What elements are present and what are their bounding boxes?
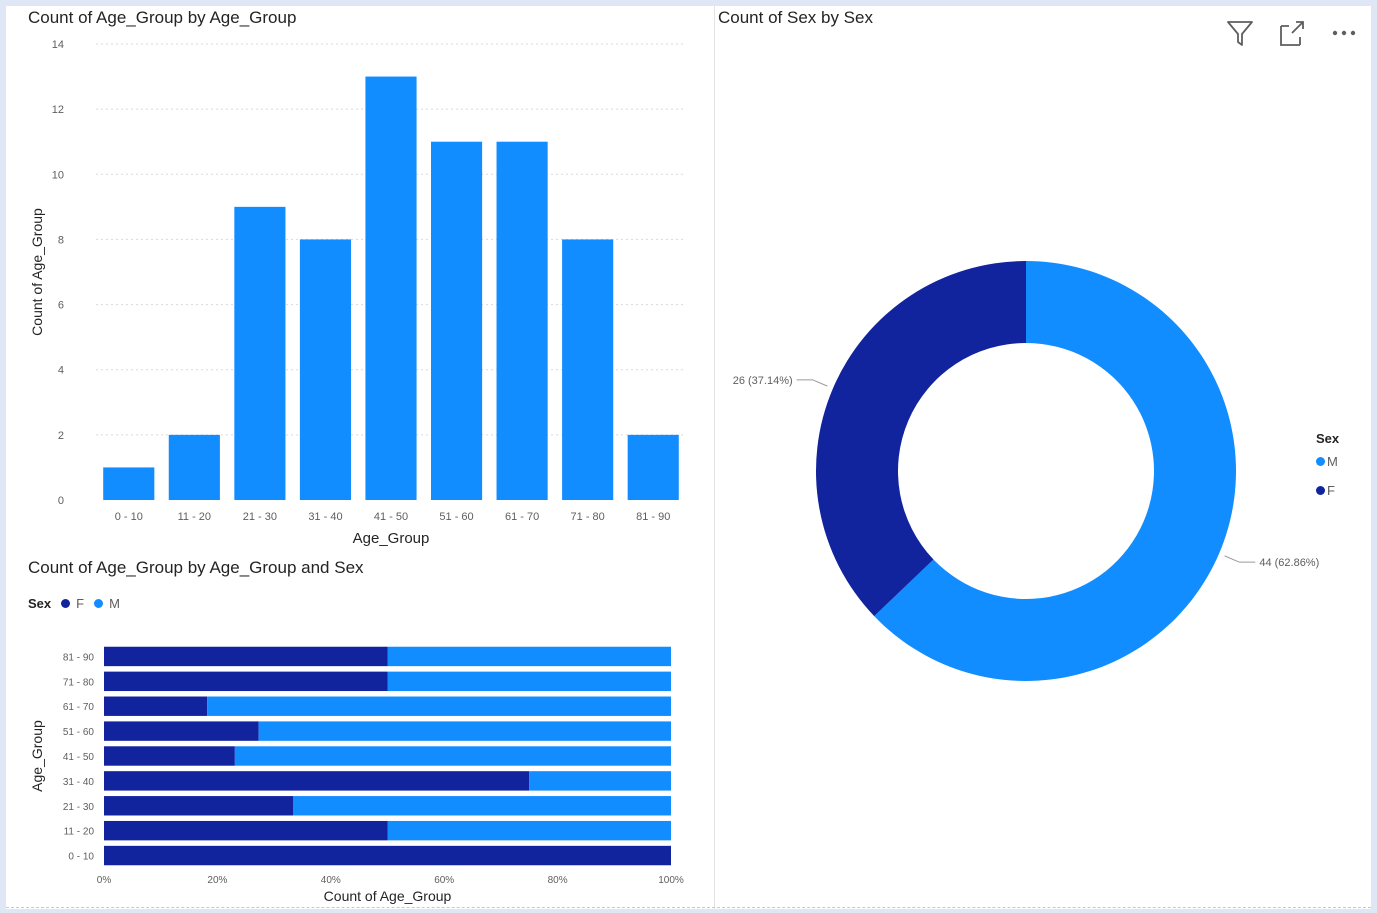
visual-divider [714, 6, 715, 909]
report-canvas: Count of Age_Group by Age_Group 0 2 4 6 8 10 1… [6, 6, 1371, 909]
y-tick-label: 10 [52, 169, 64, 181]
y-tick-label: 4 [58, 365, 64, 377]
data-label: 26 (37.14%) [733, 375, 793, 387]
legend-item-f[interactable]: F [1316, 483, 1339, 498]
legend-item-m[interactable]: M [1316, 454, 1339, 469]
bar-segment-f[interactable] [104, 721, 259, 741]
y-tick-label: 61 - 70 [63, 702, 95, 713]
bar-segment-m[interactable] [258, 721, 671, 741]
bar-segment-m[interactable] [293, 796, 671, 816]
age-group-chart-svg: 0 2 4 6 8 10 12 14 0 - 10 11 - 20 21 - 30 31 - 40 41… [29, 39, 686, 547]
filter-icon[interactable] [1223, 16, 1257, 50]
bar-segment-f[interactable] [104, 796, 293, 816]
x-tick-label: 100% [658, 875, 684, 886]
bar [103, 467, 155, 500]
donut-slice-f[interactable] [816, 261, 1026, 617]
bar-segment-m[interactable] [387, 646, 672, 667]
bar [168, 434, 220, 500]
legend-title: Sex [28, 596, 52, 611]
more-options-icon[interactable] [1327, 16, 1361, 50]
legend-dot-m [94, 599, 104, 608]
sex-donut-chart[interactable]: Count of Sex by Sex [715, 6, 1371, 906]
y-tick-label: 0 - 10 [68, 852, 94, 863]
bar-segment-f[interactable] [104, 771, 530, 791]
bar-segment-m[interactable] [387, 820, 672, 841]
x-tick-label: 31 - 40 [308, 511, 342, 523]
chart-title: Count of Sex by Sex [718, 8, 873, 27]
bar-segment-m[interactable] [529, 771, 671, 791]
y-tick-label: 31 - 40 [63, 777, 95, 788]
data-label: 44 (62.86%) [1259, 557, 1319, 569]
bar-segment-m[interactable] [207, 696, 671, 716]
legend-label-f[interactable]: F [76, 596, 85, 611]
y-tick-label: 21 - 30 [63, 802, 95, 813]
x-tick-label: 41 - 50 [374, 511, 408, 523]
bar [627, 434, 679, 500]
x-tick-label: 11 - 20 [178, 511, 211, 523]
legend-dot-m [1316, 457, 1325, 466]
x-tick-label: 20% [207, 875, 227, 886]
x-tick-label: 81 - 90 [636, 511, 670, 523]
x-tick-label: 0% [97, 875, 112, 886]
x-tick-label: 80% [548, 875, 568, 886]
legend-label: F [1327, 483, 1335, 498]
age-sex-chart-svg: 0% 20% 40% 60% 80% 100% 81 - 90 71 - 80 61 - 70 5… [29, 646, 684, 904]
bar-segment-f[interactable] [104, 671, 388, 692]
x-tick-label: 40% [321, 875, 341, 886]
data-label-leader [796, 379, 828, 387]
bar [496, 141, 548, 500]
y-tick-label: 6 [58, 300, 64, 312]
donut-slice-m[interactable] [874, 261, 1236, 681]
chart-title: Count of Age_Group by Age_Group and Sex [28, 558, 364, 577]
bar-segment-f[interactable] [104, 845, 671, 866]
y-tick-label: 0 [58, 495, 64, 507]
bar [562, 239, 614, 500]
bar-segment-f[interactable] [104, 696, 208, 716]
age-group-column-chart[interactable]: Count of Age_Group by Age_Group 0 2 4 6 8 10 1… [6, 6, 706, 556]
sex-legend-right: Sex M F [1316, 431, 1339, 512]
bar-segment-m[interactable] [234, 746, 671, 766]
y-tick-label: 81 - 90 [63, 652, 95, 663]
y-tick-label: 8 [58, 234, 64, 246]
y-tick-label: 71 - 80 [63, 677, 95, 688]
y-tick-label: 14 [52, 39, 64, 51]
x-axis-title: Age_Group [353, 530, 430, 547]
legend-label: M [1327, 454, 1338, 469]
chart-title: Count of Age_Group by Age_Group [28, 8, 297, 27]
age-sex-legend: Sex F M [28, 596, 126, 611]
legend-dot-f [1316, 486, 1325, 495]
bar-segment-f[interactable] [104, 746, 235, 766]
x-axis-title: Count of Age_Group [324, 888, 452, 904]
bar [234, 206, 286, 500]
y-tick-label: 41 - 50 [63, 752, 95, 763]
y-tick-label: 51 - 60 [63, 727, 95, 738]
canvas-bottom-border [6, 907, 1371, 908]
legend-label-m[interactable]: M [109, 596, 120, 611]
sex-donut-svg: 44 (62.86%) 26 (37.14%) [733, 261, 1319, 681]
bar [299, 239, 352, 500]
visual-header-icons [1223, 16, 1361, 50]
legend-dot-f [61, 599, 71, 608]
y-axis-title: Count of Age_Group [29, 208, 45, 336]
x-tick-label: 0 - 10 [115, 511, 143, 523]
x-tick-label: 21 - 30 [243, 511, 277, 523]
y-axis-title: Age_Group [29, 720, 45, 792]
bar [430, 141, 483, 500]
focus-mode-icon[interactable] [1275, 16, 1309, 50]
bar [365, 76, 417, 501]
x-tick-label: 71 - 80 [571, 511, 605, 523]
y-tick-label: 2 [58, 430, 64, 442]
y-tick-label: 11 - 20 [64, 827, 95, 838]
x-tick-label: 61 - 70 [505, 511, 539, 523]
bar-segment-m[interactable] [387, 671, 672, 692]
data-label-leader [1224, 555, 1256, 563]
bar-segment-f[interactable] [104, 820, 388, 841]
bar-segment-f[interactable] [104, 646, 388, 667]
y-tick-label: 12 [52, 104, 64, 116]
x-tick-label: 60% [434, 875, 454, 886]
x-tick-label: 51 - 60 [439, 511, 473, 523]
age-sex-stacked-bar-chart[interactable]: Count of Age_Group by Age_Group and Sex … [6, 556, 706, 906]
legend-title: Sex [1316, 431, 1340, 446]
